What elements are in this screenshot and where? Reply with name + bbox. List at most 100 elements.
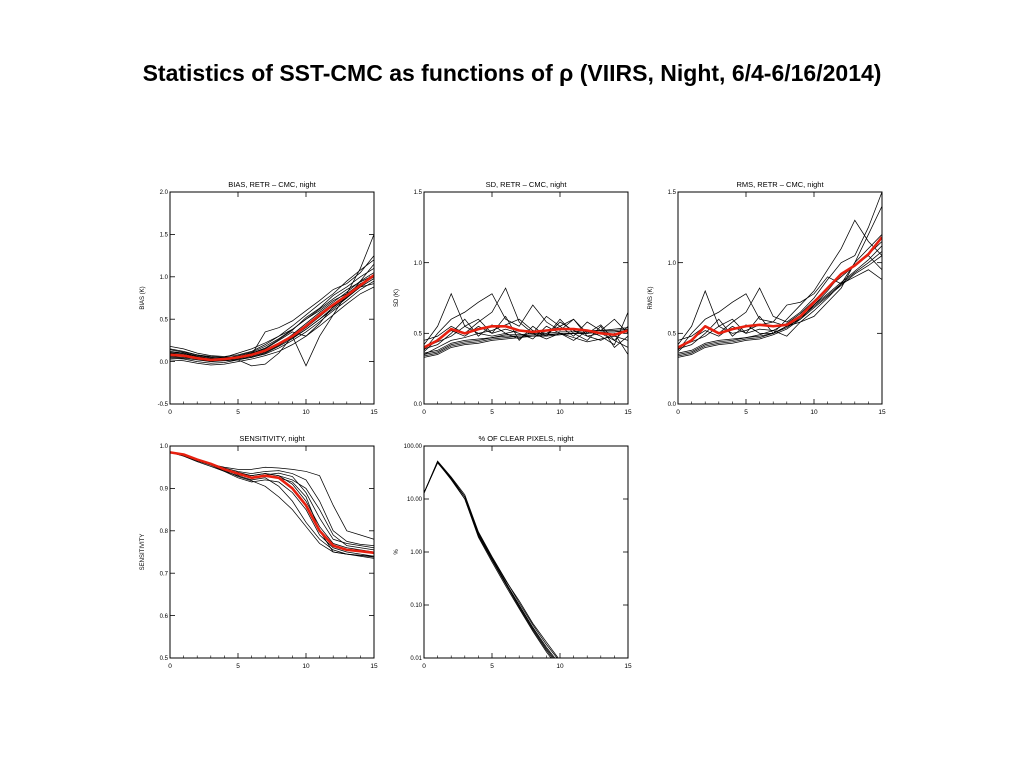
bias-chart: BIAS, RETR – CMC, night BIAS (K) 0 5 10 15 -0.… (140, 180, 378, 416)
chart-title: RMS, RETR – CMC, night (736, 180, 824, 189)
series-line (678, 255, 882, 358)
y-tick-label: 0.0 (160, 360, 169, 366)
series-line (424, 461, 555, 658)
y-tick-label: 0.5 (668, 332, 677, 338)
x-tick-label: 10 (302, 663, 310, 670)
plot-frame (423, 191, 629, 405)
y-tick-label: 1.5 (160, 233, 169, 239)
chart-title: SENSITIVITY, night (239, 434, 305, 443)
sd-chart: SD, RETR – CMC, night SD (K) 0 5 10 15 0.0 0.5 1… (394, 180, 632, 416)
series-line (170, 451, 374, 540)
series-group (678, 192, 882, 358)
x-tick-label: 5 (490, 663, 494, 670)
y-tick-label: 0.5 (160, 317, 169, 323)
x-tick-label: 5 (236, 663, 240, 670)
series-line (424, 461, 556, 658)
series-line (424, 318, 628, 350)
series-group (170, 451, 374, 559)
y-axis-label: SD (K) (394, 289, 400, 307)
y-tick-label: 1.0 (668, 261, 677, 267)
y-tick-label: 1.0 (160, 275, 169, 281)
chart-title: SD, RETR – CMC, night (486, 180, 568, 189)
y-tick-label: 0.8 (160, 529, 169, 535)
x-tick-label: 15 (370, 663, 378, 670)
y-axis-label: BIAS (K) (140, 286, 146, 309)
y-tick-label: 0.0 (414, 402, 423, 408)
chart-title: % OF CLEAR PIXELS, night (478, 434, 574, 443)
y-axis-label: SENSITIVITY (140, 534, 146, 571)
series-line (678, 241, 882, 354)
series-group (424, 287, 628, 358)
series-group (170, 234, 374, 367)
series-line (170, 451, 374, 549)
series-line (678, 205, 882, 352)
series-line (424, 462, 553, 658)
y-tick-label: 0.5 (414, 332, 423, 338)
y-tick-label: 100.00 (404, 444, 423, 450)
mean-line (170, 451, 374, 555)
y-tick-label: 2.0 (160, 190, 169, 196)
y-axis-label: RMS (K) (648, 287, 654, 310)
y-tick-label: 0.6 (160, 614, 169, 620)
series-line (170, 451, 374, 547)
series-line (678, 234, 882, 351)
x-tick-label: 10 (556, 663, 564, 670)
y-tick-label: 10.00 (407, 497, 423, 503)
y-tick-label: 0.5 (160, 656, 169, 662)
series-line (170, 451, 374, 559)
x-tick-label: 5 (744, 409, 748, 416)
series-line (170, 283, 374, 364)
x-tick-label: 5 (236, 409, 240, 416)
series-line (170, 274, 374, 359)
series-line (424, 293, 628, 351)
x-tick-label: 15 (624, 409, 632, 416)
plot-frame (423, 445, 629, 659)
series-line (170, 451, 374, 551)
x-tick-label: 10 (556, 409, 564, 416)
y-tick-label: 0.0 (668, 402, 677, 408)
chart-title: BIAS, RETR – CMC, night (228, 180, 316, 189)
series-line (678, 251, 882, 357)
series-line (170, 286, 374, 366)
x-tick-label: 15 (370, 409, 378, 416)
series-line (170, 268, 374, 358)
series-line (424, 460, 559, 658)
x-tick-label: 0 (168, 663, 172, 670)
series-line (170, 259, 374, 357)
y-tick-label: 1.00 (410, 550, 422, 556)
series-line (170, 276, 374, 359)
x-tick-label: 15 (878, 409, 886, 416)
series-line (170, 255, 374, 360)
x-tick-label: 0 (422, 409, 426, 416)
series-line (424, 460, 558, 658)
mean-line (678, 236, 882, 349)
series-group (424, 460, 559, 658)
sensitivity-chart: SENSITIVITY, night SENSITIVITY 0 5 10 15 0.5 0.… (140, 434, 378, 670)
series-line (424, 327, 628, 354)
series-line (170, 280, 374, 362)
series-line (424, 311, 628, 352)
x-tick-label: 10 (810, 409, 818, 416)
series-line (170, 451, 374, 558)
y-axis-label: % (394, 549, 400, 555)
y-tick-label: 1.5 (414, 190, 423, 196)
plot-frame (677, 191, 883, 405)
x-tick-label: 10 (302, 409, 310, 416)
plot-frame (169, 445, 375, 659)
series-line (424, 287, 628, 341)
y-tick-label: 0.01 (410, 656, 422, 662)
y-tick-label: -0.5 (158, 402, 169, 408)
y-tick-label: 1.0 (414, 261, 423, 267)
y-tick-label: 0.10 (410, 603, 422, 609)
y-tick-label: 1.5 (668, 190, 677, 196)
slide-title: Statistics of SST-CMC as functions of ρ … (142, 60, 882, 86)
x-tick-label: 0 (676, 409, 680, 416)
mean-line (170, 274, 374, 362)
clear-pixels-chart: % OF CLEAR PIXELS, night% 0 5 10 15 0.01 0.10 1… (394, 434, 632, 670)
y-tick-label: 0.7 (160, 571, 169, 577)
plot-frame (169, 191, 375, 405)
x-tick-label: 0 (168, 409, 172, 416)
x-tick-label: 0 (422, 663, 426, 670)
x-tick-label: 15 (624, 663, 632, 670)
series-line (678, 269, 882, 350)
